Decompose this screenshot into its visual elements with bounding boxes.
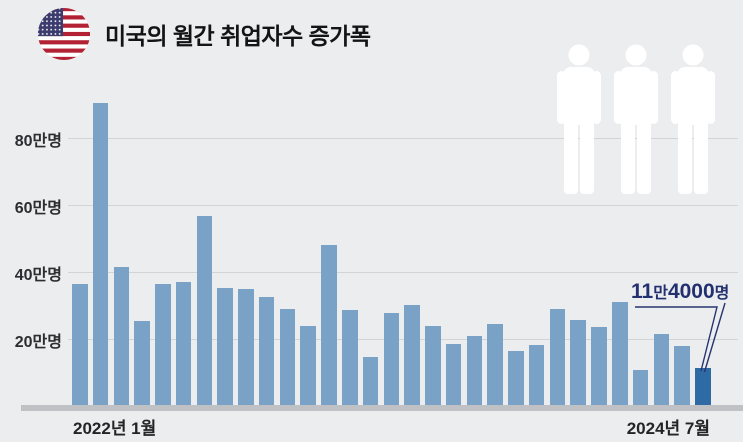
bar-2022-06 (175, 282, 192, 406)
bar-2022-09 (238, 288, 254, 406)
people-pictogram-group (557, 44, 715, 194)
person-icon (671, 44, 715, 194)
bar-2023-01 (321, 244, 337, 406)
gridline-20 (68, 339, 738, 340)
bar-2024-03 (612, 302, 628, 406)
bar-2022-11 (279, 308, 296, 406)
y-tick-label-20: 20만명 (14, 334, 62, 351)
bar-2023-02 (342, 309, 358, 406)
bar-2022-03 (113, 267, 130, 406)
gridline-40 (68, 272, 738, 273)
annotation-number: 11 (631, 280, 654, 303)
bar-2024-02 (591, 326, 607, 406)
y-tick-label-60: 60만명 (14, 200, 62, 217)
bar-2023-06 (425, 325, 441, 406)
annotation-unit: 명 (714, 285, 730, 302)
bar-2024-01 (570, 320, 586, 406)
x-axis-label-start: 2022년 1월 (73, 419, 157, 438)
person-icon (614, 44, 658, 194)
bar-2022-02 (92, 103, 109, 406)
annotation-number: 4000 (667, 280, 715, 303)
bar-2023-04 (383, 312, 400, 406)
bar-2023-03 (362, 357, 379, 406)
bar-2024-06 (674, 346, 690, 406)
bar-2024-05 (653, 333, 670, 406)
x-axis-label-end: 2024년 7월 (626, 419, 710, 438)
annotation-unit: 만 (653, 285, 668, 302)
y-tick-label-40: 40만명 (14, 267, 62, 284)
bar-2023-11 (528, 345, 545, 406)
bar-2023-12 (549, 308, 566, 406)
bar-2022-04 (134, 320, 150, 406)
bar-2022-07 (196, 215, 213, 406)
bar-2024-07 (695, 367, 711, 406)
x-axis-baseline (21, 405, 743, 411)
bar-2023-07 (445, 344, 462, 406)
bar-2022-05 (155, 284, 171, 406)
us-flag-icon (37, 7, 91, 61)
annotation-pointer-line (632, 301, 734, 382)
bar-2022-10 (258, 297, 275, 406)
bar-2023-10 (508, 350, 524, 406)
bar-2024-04 (632, 369, 649, 406)
bar-2023-08 (466, 335, 483, 406)
gridline-80 (68, 138, 738, 139)
bar-2022-12 (300, 325, 316, 406)
bar-2023-09 (487, 323, 503, 406)
y-tick-label-80: 80만명 (14, 133, 62, 150)
page-title: 미국의 월간 취업자수 증가폭 (105, 23, 371, 49)
bar-2023-05 (404, 304, 420, 406)
bar-2022-08 (217, 288, 233, 406)
person-icon (557, 44, 601, 194)
gridline-60 (68, 205, 738, 206)
bar-2022-01 (72, 284, 88, 406)
last-value-annotation: 11만4000명 (631, 279, 729, 304)
